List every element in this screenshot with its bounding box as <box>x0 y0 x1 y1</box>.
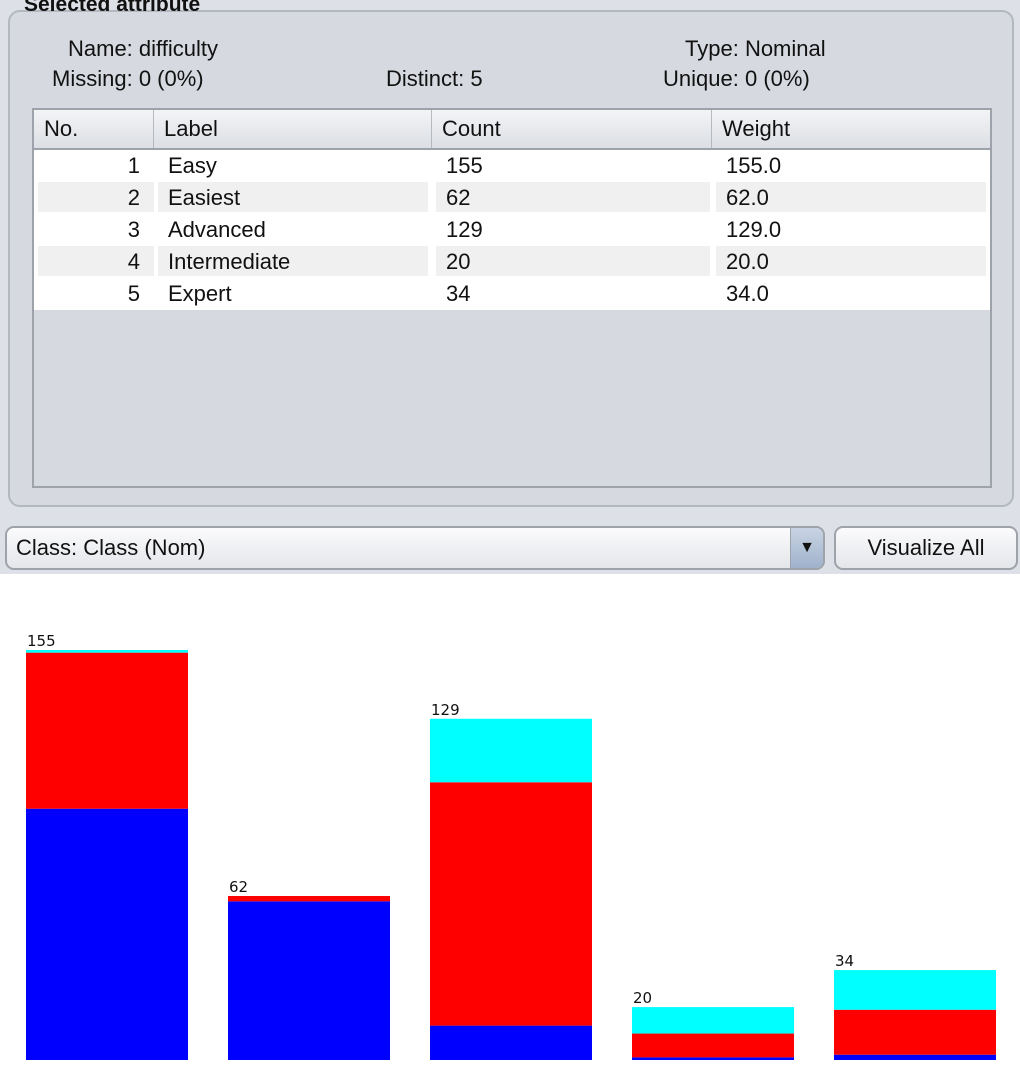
bar-segment-expert-2 <box>834 970 996 1010</box>
distinct-label: Distinct: <box>386 66 465 91</box>
table-body: 1 Easy 155 155.0 2 Easiest 62 62.0 3 Adv… <box>34 150 990 310</box>
bar-segment-expert-1 <box>834 1009 996 1055</box>
cell-count: 34 <box>446 281 471 306</box>
cell-count: 129 <box>446 217 483 242</box>
chart-svg: 155 62 129 20 34 <box>26 632 996 1060</box>
bar-total-label: 34 <box>835 952 854 970</box>
missing-info: Missing: 0 (0%) <box>52 66 204 92</box>
unique-label: Unique: <box>663 66 739 91</box>
bar-segment-intermediate-2 <box>632 1007 794 1034</box>
cell-weight: 20.0 <box>716 246 986 276</box>
type-value: Nominal <box>744 36 826 61</box>
distinct-value: 5 <box>470 66 483 91</box>
attribute-section: Selected attribute Name: difficulty Type… <box>0 0 1020 574</box>
cell-label: Advanced <box>168 217 266 242</box>
cell-count: 155 <box>446 153 483 178</box>
bar-segment-intermediate-1 <box>632 1033 794 1058</box>
label-table: No. Label Count Weight 1 Easy 155 155.0 … <box>32 108 992 488</box>
bar-total-label: 129 <box>431 701 460 719</box>
cell-count: 62 <box>436 182 710 212</box>
type-info: Type: Nominal <box>685 36 826 62</box>
bar-total-label: 62 <box>229 878 248 896</box>
cell-no: 3 <box>127 217 140 242</box>
missing-value: 0 (0%) <box>138 66 204 91</box>
missing-label: Missing: <box>52 66 133 91</box>
class-select[interactable]: Class: Class (Nom) ▼ <box>5 526 825 570</box>
panel-title: Selected attribute <box>24 0 201 12</box>
table-row[interactable]: 5 Expert 34 34.0 <box>34 278 990 310</box>
cell-weight: 34.0 <box>726 281 769 306</box>
bar-segment-advanced-2 <box>430 718 592 783</box>
bar-segment-easy-2 <box>26 650 188 653</box>
class-distribution-chart: 155 62 129 20 34 <box>0 574 1020 1064</box>
table-row[interactable]: 2 Easiest 62 62.0 <box>34 182 990 214</box>
header-label[interactable]: Label <box>154 110 432 148</box>
bar-segment-advanced-1 <box>430 782 592 1026</box>
bar-segment-easiest-0 <box>228 901 390 1060</box>
unique-value: 0 (0%) <box>744 66 810 91</box>
cell-no: 1 <box>127 153 140 178</box>
cell-weight: 155.0 <box>726 153 782 178</box>
cell-label: Easy <box>168 153 217 178</box>
bar-segment-intermediate-0 <box>632 1057 794 1060</box>
header-count[interactable]: Count <box>432 110 712 148</box>
bar-segment-advanced-0 <box>430 1025 592 1060</box>
name-value: difficulty <box>138 36 218 61</box>
cell-no: 2 <box>38 182 154 212</box>
bar-segment-expert-0 <box>834 1054 996 1060</box>
name-label: Name: <box>68 36 133 61</box>
cell-label: Expert <box>168 281 232 306</box>
cell-label: Easiest <box>158 182 428 212</box>
table-row[interactable]: 4 Intermediate 20 20.0 <box>34 246 990 278</box>
table-row[interactable]: 1 Easy 155 155.0 <box>34 150 990 182</box>
distinct-info: Distinct: 5 <box>386 66 483 92</box>
bar-total-label: 20 <box>633 989 652 1007</box>
cell-no: 5 <box>127 281 140 306</box>
type-label: Type: <box>685 36 739 61</box>
bar-segment-easy-1 <box>26 652 188 809</box>
visualize-all-button[interactable]: Visualize All <box>834 526 1018 570</box>
name-info: Name: difficulty <box>68 36 218 62</box>
cell-weight: 129.0 <box>726 217 782 242</box>
cell-label: Intermediate <box>158 246 428 276</box>
table-header: No. Label Count Weight <box>34 110 990 150</box>
cell-count: 20 <box>436 246 710 276</box>
table-row[interactable]: 3 Advanced 129 129.0 <box>34 214 990 246</box>
class-select-value: Class: Class (Nom) <box>16 535 206 560</box>
bar-segment-easy-0 <box>26 808 188 1060</box>
unique-info: Unique: 0 (0%) <box>663 66 810 92</box>
header-weight[interactable]: Weight <box>722 116 791 141</box>
cell-no: 4 <box>38 246 154 276</box>
header-no[interactable]: No. <box>34 110 154 148</box>
bar-segment-easiest-1 <box>228 896 390 902</box>
chevron-down-icon[interactable]: ▼ <box>790 528 823 568</box>
bar-total-label: 155 <box>27 632 56 650</box>
cell-weight: 62.0 <box>716 182 986 212</box>
